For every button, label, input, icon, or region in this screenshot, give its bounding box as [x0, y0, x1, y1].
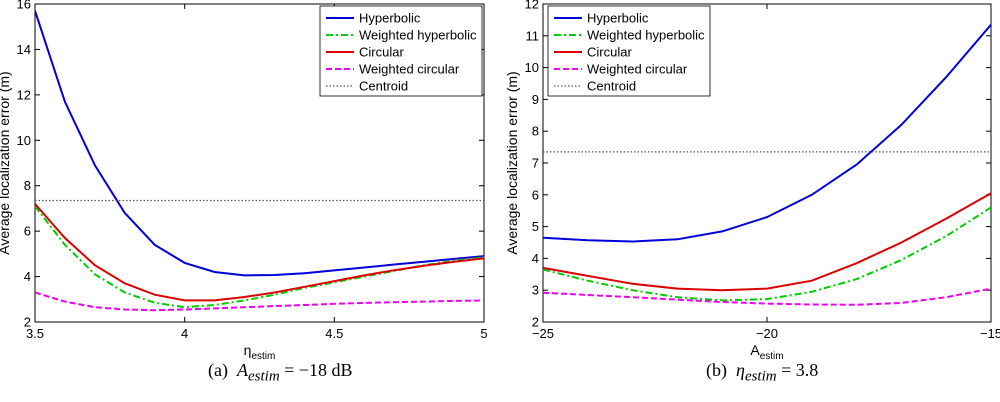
series-line-weighted-hyperbolic: [543, 206, 991, 302]
y-axis-label: Average localization error (m): [0, 71, 12, 254]
caption-b-var-sub: estim: [744, 368, 777, 385]
caption-a-var: A: [236, 360, 248, 380]
y-tick-label: 14: [17, 42, 31, 57]
y-tick-label: 10: [17, 133, 31, 148]
y-tick-label: 10: [525, 60, 539, 75]
caption-b-var: η: [736, 360, 745, 380]
series-line-hyperbolic: [35, 10, 484, 277]
legend-label: Weighted hyperbolic: [587, 28, 705, 43]
legend-label: Centroid: [587, 79, 636, 94]
caption-a-var-sub: estim: [247, 368, 280, 385]
series-line-circular: [543, 192, 991, 292]
legend-label: Circular: [587, 45, 632, 60]
x-tick-label: −25: [532, 326, 554, 341]
x-tick-label: 5: [480, 326, 487, 341]
legend-label: Circular: [359, 45, 404, 60]
x-axis-label: Aestim: [750, 342, 783, 362]
legend-label: Weighted circular: [359, 62, 460, 77]
y-tick-label: 4: [532, 251, 539, 266]
legend-label: Weighted circular: [587, 62, 688, 77]
x-tick-label: −20: [756, 326, 778, 341]
chart-a: 3.5 4 4.5 5 2 4 6 8 10 12 14 16 ηestim Average locali…: [0, 0, 488, 362]
caption-b-label: (b): [706, 360, 727, 380]
caption-a-value: = −18 dB: [279, 360, 353, 380]
legend-label: Centroid: [359, 79, 408, 94]
legend-label: Weighted hyperbolic: [359, 28, 477, 43]
y-tick-label: 3: [532, 283, 539, 298]
y-tick-label: 12: [17, 87, 31, 102]
y-tick-label: 6: [532, 187, 539, 202]
y-tick-label: 12: [525, 0, 539, 12]
x-tick-label: 3.5: [26, 326, 44, 341]
series-line-weighted-circular: [35, 291, 484, 312]
y-tick-label: 6: [24, 224, 31, 239]
caption-a: (a) Aestim = −18 dB: [208, 360, 352, 386]
caption-b-value: = 3.8: [776, 360, 819, 380]
caption-b: (b) ηestim = 3.8: [706, 360, 818, 386]
legend-label: Hyperbolic: [359, 11, 421, 26]
chart-b: −25 −20 −15 2 3 4 5 6 7 8 9 10 11 12 Aestim Average loc…: [504, 0, 1000, 362]
series-line-hyperbolic: [543, 24, 991, 243]
y-tick-label: 7: [532, 156, 539, 171]
y-tick-label: 8: [532, 124, 539, 139]
y-tick-label: 11: [526, 28, 540, 43]
x-tick-label: 4.5: [325, 326, 343, 341]
legend-label: Hyperbolic: [587, 11, 649, 26]
series-line-circular: [35, 203, 484, 302]
x-tick-label: 4: [181, 326, 188, 341]
y-tick-label: 9: [532, 92, 539, 107]
y-tick-label: 5: [532, 219, 539, 234]
y-tick-label: 2: [24, 315, 31, 330]
y-tick-label: 16: [17, 0, 31, 12]
y-tick-label: 2: [532, 315, 539, 330]
series-line-weighted-circular: [543, 287, 991, 306]
y-tick-label: 8: [24, 178, 31, 193]
y-axis-label: Average localization error (m): [504, 71, 520, 254]
x-axis-label: ηestim: [244, 342, 276, 362]
caption-a-label: (a): [208, 360, 228, 380]
x-tick-label: −15: [980, 326, 1000, 341]
y-tick-label: 4: [24, 269, 31, 284]
